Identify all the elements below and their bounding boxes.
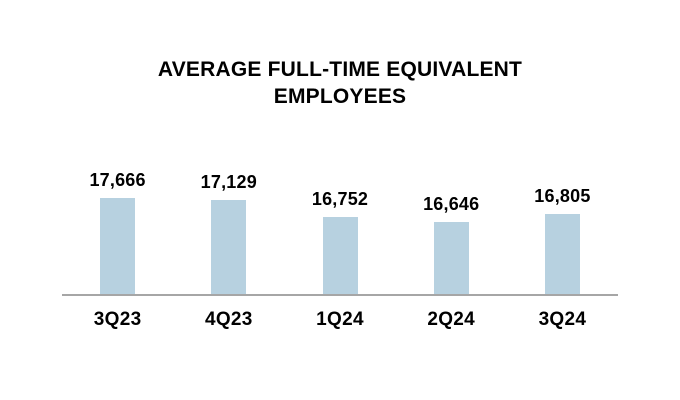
chart-title: AVERAGE FULL-TIME EQUIVALENT EMPLOYEES xyxy=(157,58,523,108)
bar-slot: 16,752 xyxy=(284,170,395,295)
x-axis-tick-label: 2Q24 xyxy=(427,309,476,330)
bar xyxy=(100,198,136,295)
bar-slot: 17,666 xyxy=(62,170,173,295)
bar xyxy=(211,200,247,295)
bar xyxy=(544,214,580,295)
bar-value-label: 16,646 xyxy=(423,193,480,214)
x-axis-labels: 3Q23 4Q23 1Q24 2Q24 3Q24 xyxy=(62,309,618,331)
bar xyxy=(433,221,469,295)
bar-slot: 17,129 xyxy=(173,170,284,295)
bar-value-label: 16,752 xyxy=(311,188,369,209)
plot-area: 17,666 17,129 16,752 16,646 16,805 xyxy=(62,170,618,295)
x-axis-tick-label: 3Q24 xyxy=(538,309,587,330)
bar xyxy=(322,216,358,295)
bar-value-label: 17,129 xyxy=(200,172,257,192)
bar-slot: 16,805 xyxy=(507,170,618,295)
bars-row: 17,666 17,129 16,752 16,646 16,805 xyxy=(62,170,618,295)
bar-value-label: 17,666 xyxy=(89,170,146,190)
x-axis-tick-label: 4Q23 xyxy=(204,309,253,330)
x-axis-tick-label: 3Q23 xyxy=(93,309,142,330)
bar-value-label: 16,805 xyxy=(534,186,591,207)
bar-slot: 16,646 xyxy=(396,170,507,295)
x-axis-tick-label: 1Q24 xyxy=(316,309,364,330)
x-axis-line xyxy=(62,294,618,296)
